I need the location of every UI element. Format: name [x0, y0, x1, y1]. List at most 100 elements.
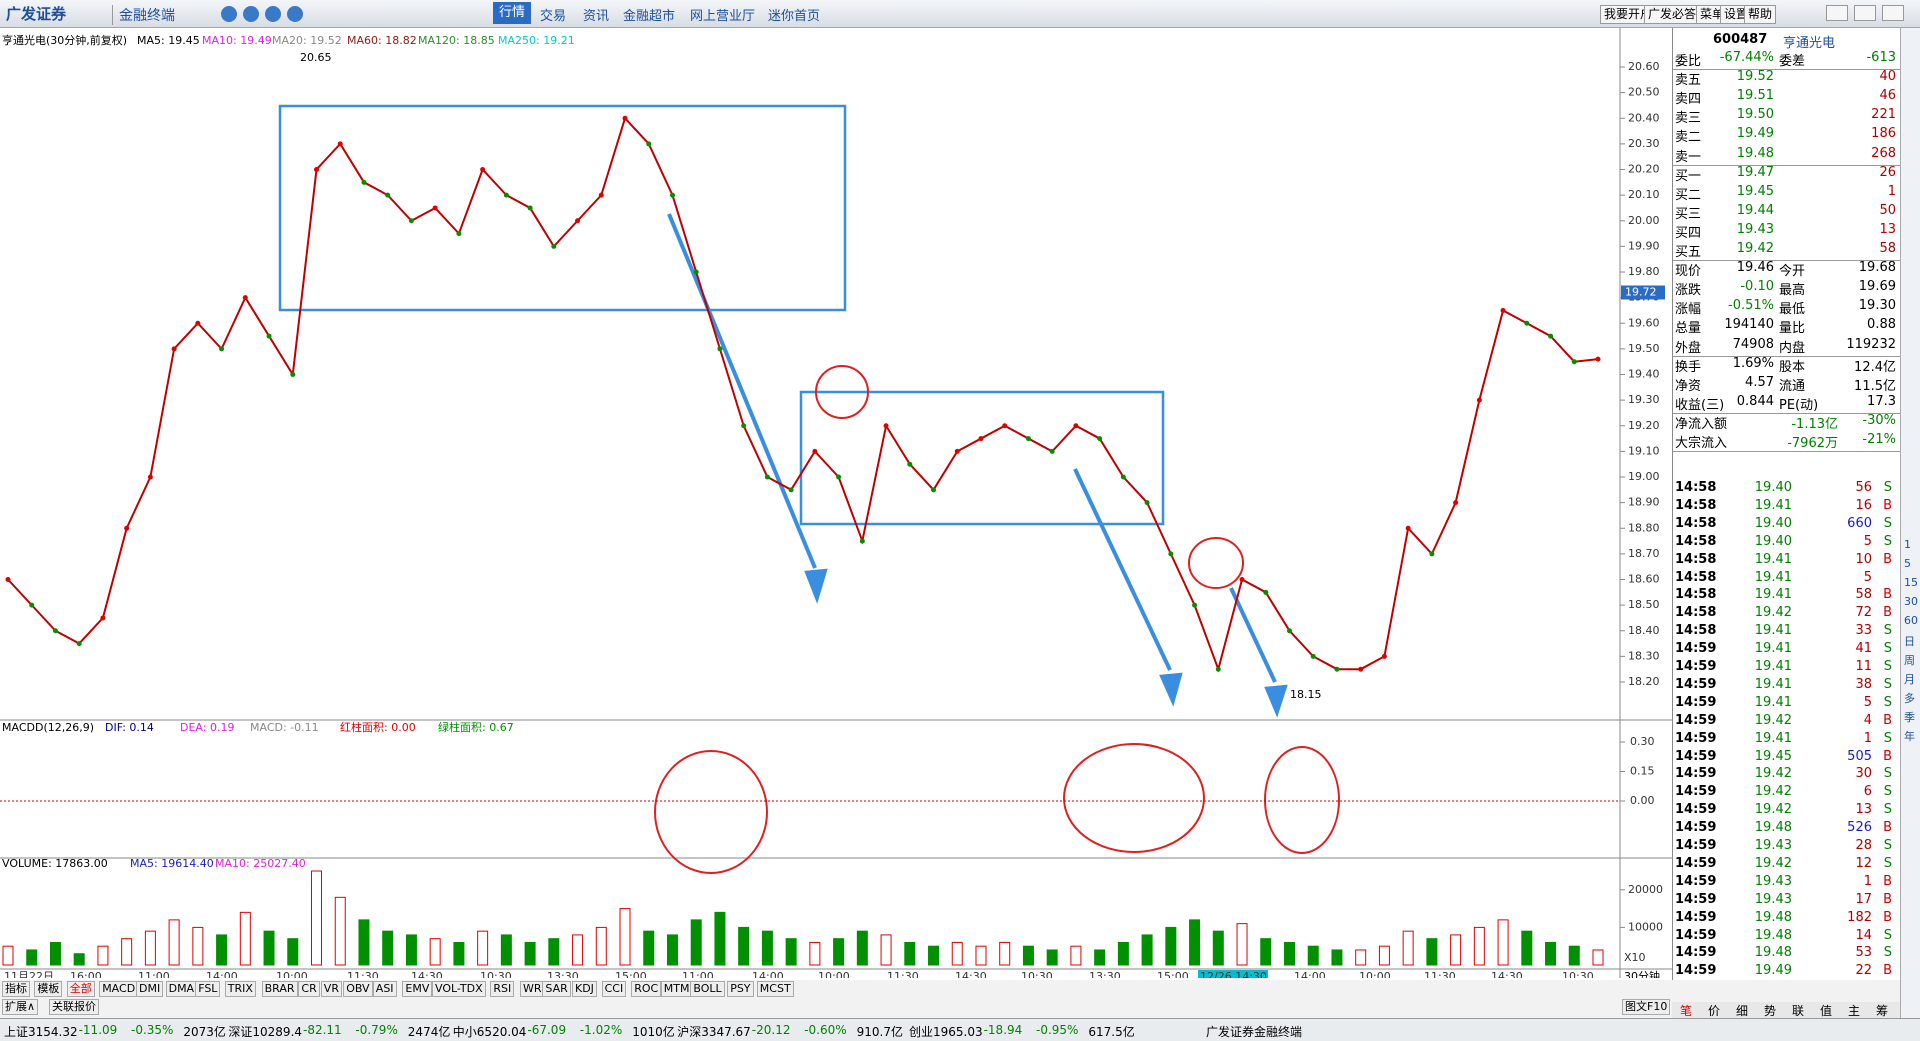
quote-cell: 40 [1879, 69, 1896, 85]
close-point [385, 192, 391, 198]
period-button[interactable]: 月 [1904, 673, 1915, 686]
quote-cell: 19.47 [1736, 164, 1774, 180]
indicator-tab[interactable]: VR [320, 981, 342, 997]
quote-cell: 19.52 [1736, 69, 1774, 85]
indicator-tab[interactable]: DMA [165, 981, 198, 997]
ma-label: MA250: 19.21 [498, 34, 575, 47]
indicator-tab[interactable]: 模板 [34, 981, 63, 997]
volume-bar [572, 934, 584, 966]
indicator-tab[interactable]: FSL [195, 981, 221, 997]
f10-tab[interactable]: 图文F10 [1622, 999, 1671, 1015]
volume-bar [429, 938, 441, 966]
close-point [361, 179, 367, 185]
indicator-tab[interactable]: DMI [136, 981, 164, 997]
top-button[interactable]: 我要开户 [1600, 5, 1657, 24]
period-button[interactable]: 周 [1904, 654, 1915, 667]
indicator-tab[interactable]: MCST [756, 981, 794, 997]
period-button[interactable]: 5 [1904, 557, 1911, 570]
indicator-tab[interactable]: MTM [660, 981, 693, 997]
indicator-tab[interactable]: SAR [542, 981, 571, 997]
menu-item[interactable]: 金融超市 [623, 9, 676, 24]
ma-label: MA120: 18.85 [418, 34, 495, 47]
volume-bar [311, 870, 323, 966]
quote-cell: 卖五 [1675, 73, 1702, 89]
tick-cell: 19.48 [1754, 820, 1792, 836]
quote-cell: 19.48 [1736, 145, 1774, 161]
top-button[interactable]: 帮助 [1744, 5, 1777, 24]
quote-tab[interactable]: 筹 [1876, 1004, 1889, 1018]
indicator-tab[interactable]: BRAR [261, 981, 298, 997]
close-point [1002, 423, 1008, 429]
period-button[interactable]: 季 [1904, 711, 1915, 724]
menu-item[interactable]: 行情 [493, 2, 532, 24]
quote-tab[interactable]: 主 [1848, 1004, 1861, 1018]
window-button[interactable] [1882, 5, 1904, 21]
period-button[interactable]: 15 [1904, 576, 1918, 589]
period-button[interactable]: 1 [1904, 538, 1911, 551]
y-tick-label: 18.80 [1628, 521, 1660, 534]
indicator-tab[interactable]: CCI [601, 981, 627, 997]
close-point [978, 436, 984, 442]
indicator-tab[interactable]: BOLL [690, 981, 725, 997]
indicator-tab[interactable]: 全部 [66, 981, 95, 997]
indicator-tab[interactable]: PSY [727, 981, 754, 997]
index-cell: 2474亿 [407, 1025, 451, 1039]
nav-icons[interactable] [220, 5, 315, 23]
tick-cell: 14:58 [1675, 623, 1717, 639]
indicator-tab[interactable]: ASI [372, 981, 397, 997]
tick-cell: 14:59 [1675, 712, 1717, 728]
indicator-tab[interactable]: EMV [402, 981, 433, 997]
close-point [219, 346, 225, 352]
menu-item[interactable]: 资讯 [583, 9, 610, 24]
window-button[interactable] [1826, 5, 1848, 21]
close-point [76, 641, 82, 647]
close-point [1429, 551, 1435, 557]
tick-cell: 38 [1855, 676, 1872, 692]
quote-tab[interactable]: 势 [1764, 1004, 1777, 1018]
extra-tab[interactable]: 关联报价 [49, 999, 99, 1015]
quote-tab[interactable]: 细 [1736, 1004, 1749, 1018]
quote-tab[interactable]: 笔 [1680, 1004, 1693, 1018]
quote-cell: 买二 [1675, 187, 1702, 203]
volume-bar [26, 949, 38, 966]
tick-cell: 5 [1863, 533, 1872, 549]
quote-cell: 19.49 [1736, 126, 1774, 142]
menu-item[interactable]: 交易 [540, 9, 567, 24]
indicator-tab[interactable]: OBV [343, 981, 373, 997]
tick-cell: 19.48 [1754, 909, 1792, 925]
quote-tab[interactable]: 值 [1820, 1004, 1833, 1018]
menu-item[interactable]: 网上营业厅 [690, 9, 756, 24]
indicator-tab[interactable]: VOL-TDX [432, 981, 486, 997]
quote-tab[interactable]: 联 [1792, 1004, 1805, 1018]
close-point [1025, 436, 1031, 442]
top-button[interactable]: 广发必答 [1644, 5, 1701, 24]
y-tick-label: 20.40 [1628, 111, 1660, 124]
period-button[interactable]: 年 [1904, 730, 1915, 743]
indicator-tab[interactable]: CR [298, 981, 320, 997]
indicator-tab[interactable]: MACD [99, 981, 139, 997]
period-button[interactable]: 日 [1904, 635, 1915, 648]
period-button[interactable]: 多 [1904, 692, 1915, 705]
extra-tab[interactable]: 扩展∧ [2, 999, 39, 1015]
window-button[interactable] [1854, 5, 1876, 21]
tick-cell: S [1883, 945, 1892, 961]
indicator-tab[interactable]: ROC [631, 981, 662, 997]
quote-cell: 1 [1887, 183, 1896, 199]
indicator-tab[interactable]: RSI [490, 981, 515, 997]
menu-item[interactable]: 迷你首页 [768, 9, 821, 24]
tick-cell: S [1883, 676, 1892, 692]
indicator-tab[interactable]: TRIX [224, 981, 256, 997]
indicator-tab[interactable]: 指标 [2, 981, 30, 997]
period-button[interactable]: 30 [1904, 595, 1918, 608]
quote-cell: 46 [1879, 88, 1896, 104]
period-button[interactable]: 60 [1904, 614, 1918, 627]
tick-cell: 14:59 [1675, 838, 1717, 853]
macd-title: MACDD(12,26,9) [2, 721, 94, 734]
quote-tab[interactable]: 价 [1708, 1004, 1721, 1018]
indicator-tab[interactable]: WR [520, 981, 545, 997]
indicator-tab[interactable]: KDJ [572, 981, 597, 997]
close-point [931, 487, 937, 493]
tick-cell: 19.41 [1754, 730, 1792, 746]
quote-cell: 涨幅 [1675, 302, 1702, 318]
tick-cell: 14:59 [1675, 694, 1717, 710]
